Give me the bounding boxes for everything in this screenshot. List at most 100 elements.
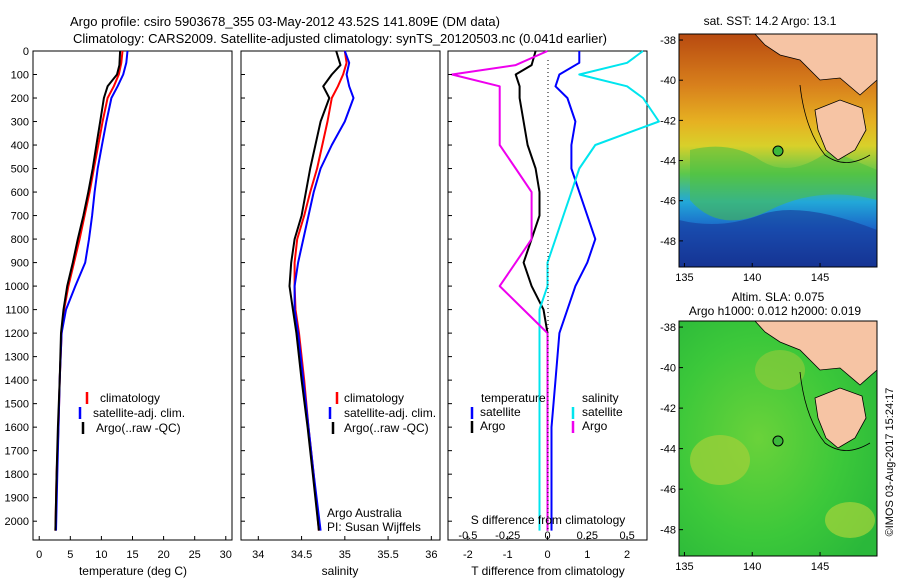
x2-tick-label: -0.5: [458, 530, 477, 542]
y-tick-label: 1600: [5, 422, 29, 434]
shelf-contour: [799, 371, 871, 451]
argo-location-marker: [772, 435, 784, 447]
difference-series: [451, 50, 660, 531]
y-tick-label: 600: [11, 187, 29, 199]
axes-ticks: 0 5 10 15 20 25 300100200300400500600700800900…: [5, 46, 635, 561]
salinity-legend: climatology satellite-adj. clim. Argo(..…: [327, 391, 436, 534]
s-difference-xlabel: S difference from climatology: [471, 513, 626, 527]
x2-tick-label: 0.5: [619, 530, 634, 542]
annotation-pi: PI: Susan Wijffels: [327, 520, 421, 534]
x2-tick-label: 0.25: [577, 530, 598, 542]
y-tick-label: 1500: [5, 399, 29, 411]
series-line-t-argo: [514, 50, 549, 531]
map-y-tick-label: -46: [660, 196, 676, 208]
sst-field-patch: [679, 210, 877, 267]
sst-map-frame: [678, 33, 878, 268]
series-line-argo: [288, 50, 342, 531]
series-line-t-satellite: [550, 51, 597, 531]
y-tick-label: 1400: [5, 375, 29, 387]
map-x-tick-label: 145: [811, 272, 829, 284]
map-x-tick-label: 145: [811, 561, 829, 573]
map-y-tick-label: -48: [660, 525, 676, 537]
map-x-tick-label: 135: [675, 272, 693, 284]
y-tick-label: 1300: [5, 352, 29, 364]
temperature-legend: climatology satellite-adj. clim. Argo(..…: [78, 391, 185, 435]
legend-label-climatology: climatology: [100, 391, 160, 405]
timestamp-label: ©IMOS 03-Aug-2017 15:24:17: [884, 388, 896, 537]
difference-legend: temperature salinity satellite Argo sate…: [470, 391, 623, 433]
y-tick-label: 1800: [5, 469, 29, 481]
y-tick-label: 300: [11, 117, 29, 129]
y-tick-label: 1900: [5, 493, 29, 505]
y-tick-label: 700: [11, 211, 29, 223]
map-y-tick-label: -48: [660, 236, 676, 248]
map-y-tick-label: -46: [660, 484, 676, 496]
temperature-panel: [32, 50, 233, 541]
x2-tick-label: 0: [544, 530, 550, 542]
x-tick-label: 10: [95, 549, 107, 561]
y-tick-label: 0: [23, 46, 29, 58]
map-y-tick-label: -42: [660, 403, 676, 415]
salinity-panel: [240, 50, 441, 541]
y-tick-label: 1700: [5, 446, 29, 458]
x-tick-label: 0: [544, 549, 550, 561]
legend-label-s-satellite: satellite: [582, 405, 623, 419]
x-tick-label: 35: [339, 549, 351, 561]
x-tick-label: 34.5: [291, 549, 312, 561]
x-tick-label: 35.5: [377, 549, 398, 561]
sla-map-title: Altim. SLA: 0.075: [732, 290, 825, 304]
figure-title-line2: Climatology: CARS2009. Satellite-adjuste…: [73, 31, 607, 46]
legend-label-argo: Argo(..raw -QC): [96, 421, 181, 435]
salinity-series: [288, 50, 355, 531]
y-tick-label: 900: [11, 258, 29, 270]
y-tick-label: 1000: [5, 281, 29, 293]
map-y-tick-label: -38: [660, 35, 676, 47]
sst-map-title: sat. SST: 14.2 Argo: 13.1: [704, 14, 837, 28]
x-tick-label: 20: [157, 549, 169, 561]
series-line-satellite: [293, 50, 355, 531]
y-tick-label: 800: [11, 234, 29, 246]
x-tick-label: 30: [220, 549, 232, 561]
sla-field-patch: [755, 350, 805, 390]
y-tick-label: 200: [11, 93, 29, 105]
y-tick-label: 400: [11, 140, 29, 152]
legend-label-climatology: climatology: [344, 391, 404, 405]
figure-title-line1: Argo profile: csiro 5903678_355 03-May-2…: [70, 14, 500, 29]
x-tick-label: 36: [425, 549, 437, 561]
sla-field-patch: [690, 435, 750, 485]
annotation-argo-australia: Argo Australia: [327, 506, 402, 520]
sst-map: sat. SST: 14.2 Argo: 13.1: [678, 14, 878, 268]
map-y-tick-label: -38: [660, 322, 676, 334]
temperature-series: [54, 50, 129, 531]
x-tick-label: 34: [252, 549, 264, 561]
x-tick-label: 1: [584, 549, 590, 561]
x-tick-label: 2: [624, 549, 630, 561]
legend-label-satellite: satellite-adj. clim.: [344, 406, 436, 420]
legend-label-satellite: satellite-adj. clim.: [93, 406, 185, 420]
argo-location-marker: [772, 145, 784, 157]
legend-label-s-argo: Argo: [582, 419, 608, 433]
map-y-tick-label: -42: [660, 115, 676, 127]
shelf-contour: [799, 84, 871, 163]
map-y-tick-label: -40: [660, 75, 676, 87]
sst-field-patch: [690, 146, 877, 221]
x-tick-label: -1: [503, 549, 513, 561]
x-tick-label: 5: [67, 549, 73, 561]
legend-label-argo: Argo(..raw -QC): [344, 421, 429, 435]
sla-field-patch: [825, 502, 875, 538]
map-x-tick-label: 140: [743, 272, 761, 284]
legend-label-t-satellite: satellite: [480, 405, 521, 419]
x-tick-label: -2: [463, 549, 473, 561]
x-tick-label: 25: [189, 549, 201, 561]
map-axis-ticks: 135 140 145 -38 -40 -42 -44 -46 -48 135 140 145 -38 -…: [660, 35, 829, 573]
tasmania: [814, 99, 867, 161]
legend-title-salinity: salinity: [582, 391, 619, 405]
tasmania: [814, 387, 867, 449]
series-line-s-satellite: [538, 50, 660, 531]
sla-map: Altim. SLA: 0.075 Argo h1000: 0.012 h200…: [678, 290, 878, 557]
t-difference-xlabel: T difference from climatology: [471, 564, 625, 578]
y-tick-label: 2000: [5, 516, 29, 528]
map-y-tick-label: -44: [660, 444, 676, 456]
y-tick-label: 500: [11, 164, 29, 176]
